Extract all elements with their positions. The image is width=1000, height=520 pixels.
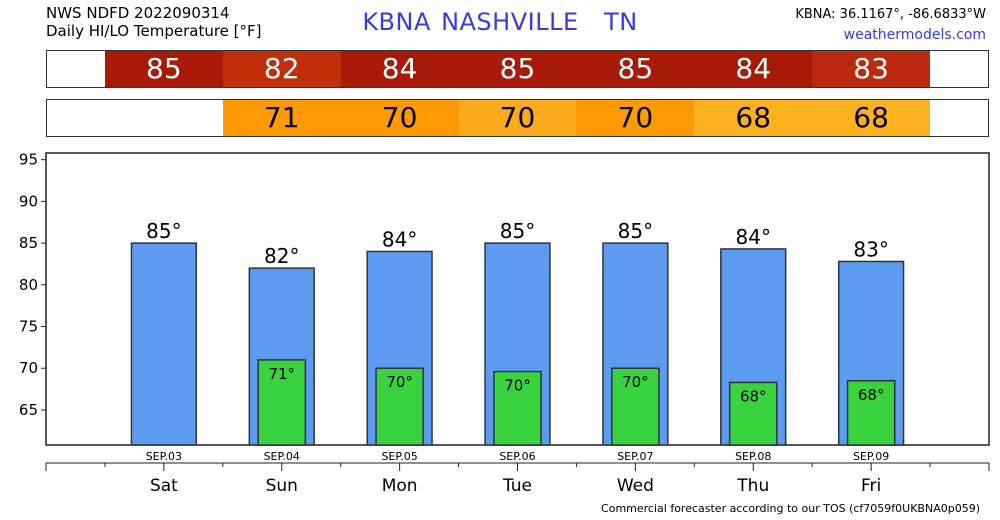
hi-temp-label: 84° (736, 225, 771, 249)
y-tick-label: 95 (19, 151, 38, 169)
lo-temperature-strip: 71 70 70 70 68 68 (46, 99, 989, 137)
site-link[interactable]: weathermodels.com (843, 27, 986, 43)
y-tick-label: 75 (19, 318, 38, 336)
lo-temp-bar (257, 359, 307, 446)
day-label: Sun (266, 476, 298, 496)
day-label: Sat (150, 476, 178, 496)
date-label: SEP.07 (617, 450, 653, 463)
date-label: SEP.09 (853, 450, 889, 463)
day-label: Mon (382, 476, 418, 496)
lo-temp-label: 68° (740, 387, 767, 405)
date-label: SEP.04 (264, 450, 300, 463)
lo-strip-cell: 70 (458, 100, 577, 136)
lo-temp-bar (493, 370, 542, 446)
lo-strip-cell: 68 (694, 100, 813, 136)
hi-temp-label: 82° (264, 244, 299, 268)
hi-strip-cell: 84 (340, 51, 459, 87)
hi-strip-cell: 83 (812, 51, 931, 87)
lo-temp-label: 68° (858, 386, 885, 404)
lo-temp-bar (611, 367, 660, 446)
model-run-title: NWS NDFD 2022090314 (46, 4, 230, 22)
header-left: NWS NDFD 2022090314 Daily HI/LO Temperat… (46, 4, 262, 40)
lo-temp-label: 70° (504, 377, 531, 395)
hi-strip-cell: 84 (694, 51, 813, 87)
date-label: SEP.05 (381, 450, 417, 463)
lo-strip-cell: 70 (340, 100, 459, 136)
hi-temp-bar (130, 242, 198, 446)
header-right: KBNA: 36.1167°, -86.6833°W weathermodels… (795, 5, 986, 45)
day-label: Thu (736, 476, 769, 496)
lo-temp-bar (728, 381, 778, 446)
hi-temp-label: 83° (853, 237, 888, 261)
hi-temperature-strip: 85 82 84 85 85 84 83 (46, 50, 989, 88)
lo-temp-label: 70° (622, 373, 649, 391)
hi-strip-cell: 85 (458, 51, 577, 87)
y-tick-label: 90 (19, 192, 38, 210)
hi-strip-cell: 85 (576, 51, 695, 87)
hi-temp-label: 85° (618, 219, 653, 243)
lo-strip-cell: 68 (812, 100, 931, 136)
hi-temp-label: 84° (382, 227, 417, 251)
day-label: Wed (617, 476, 654, 496)
y-tick-label: 65 (19, 401, 38, 419)
date-label: SEP.06 (499, 450, 535, 463)
day-label: Tue (502, 476, 532, 496)
y-tick-label: 70 (19, 359, 38, 377)
date-label: SEP.03 (146, 450, 182, 463)
station-coords: KBNA: 36.1167°, -86.6833°W (795, 7, 986, 22)
lo-temp-label: 71° (268, 365, 295, 383)
hi-strip-cell: 82 (222, 51, 341, 87)
date-label: SEP.08 (735, 450, 771, 463)
day-label: Fri (861, 476, 881, 496)
lo-strip-cell: 71 (222, 100, 341, 136)
lo-temp-bar (846, 380, 896, 446)
y-tick-label: 85 (19, 234, 38, 252)
hi-temp-label: 85° (500, 219, 535, 243)
y-tick-label: 80 (19, 276, 38, 294)
footer-tos: Commercial forecaster according to our T… (601, 502, 980, 515)
lo-strip-cell: 70 (576, 100, 695, 136)
lo-temp-bar (375, 367, 424, 446)
chart-subtitle: Daily HI/LO Temperature [°F] (46, 22, 262, 40)
hi-strip-cell: 85 (104, 51, 223, 87)
hi-temp-label: 85° (146, 219, 181, 243)
lo-temp-label: 70° (386, 373, 413, 391)
